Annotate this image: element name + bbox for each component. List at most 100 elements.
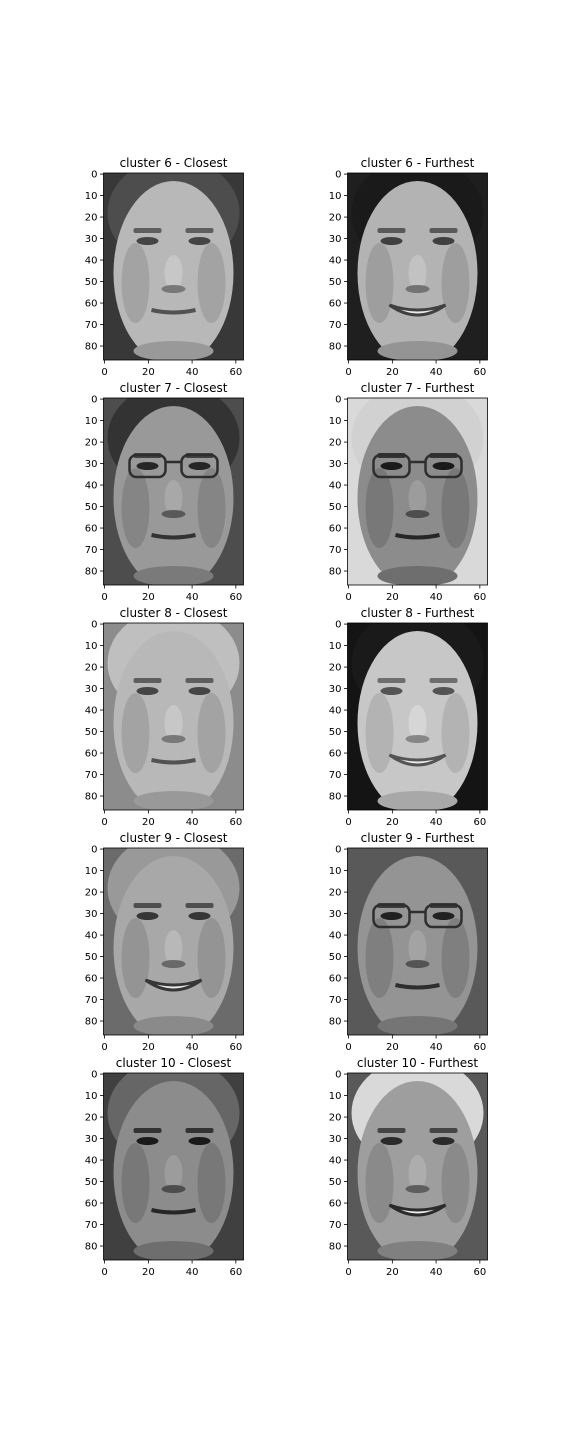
y-tick-label: 70 — [329, 320, 342, 331]
y-tick-label: 70 — [329, 995, 342, 1006]
x-tick-label: 20 — [386, 817, 399, 828]
glasses-lens — [424, 453, 463, 479]
chin-shade — [377, 566, 458, 585]
nose — [164, 480, 183, 516]
chin-shade — [133, 566, 214, 585]
x-tick-label: 0 — [101, 592, 107, 603]
y-tick-label: 20 — [329, 888, 342, 899]
face-image — [347, 848, 488, 1035]
axes-frame — [347, 622, 488, 811]
x-tick-label: 60 — [229, 1042, 242, 1053]
eye — [380, 237, 403, 245]
x-tick-label: 0 — [345, 1042, 351, 1053]
x-tick-label: 0 — [101, 1267, 107, 1278]
eyebrow — [429, 678, 458, 683]
eye — [432, 1137, 455, 1145]
subplot-title: cluster 6 - Closest — [120, 156, 228, 170]
y-tick-label: 80 — [329, 1242, 342, 1253]
y-tick-label: 70 — [329, 770, 342, 781]
nose — [164, 255, 183, 291]
x-tick-label: 20 — [142, 817, 155, 828]
y-tick-label: 40 — [329, 931, 342, 942]
glasses-lens — [372, 453, 411, 479]
mouth — [388, 303, 447, 317]
nostrils — [405, 1185, 430, 1193]
y-tick-label: 30 — [329, 459, 342, 470]
x-tick-label: 60 — [229, 367, 242, 378]
y-tick-label: 0 — [335, 845, 341, 856]
y-tick-label: 10 — [85, 191, 98, 202]
y-tick-label: 40 — [85, 931, 98, 942]
x-tick-label: 40 — [186, 817, 199, 828]
y-tick-label: 0 — [91, 395, 97, 406]
y-tick-label: 50 — [85, 1177, 98, 1188]
mouth — [388, 1203, 447, 1217]
y-tick-label: 0 — [335, 170, 341, 181]
chin-shade — [377, 1241, 458, 1260]
chin-shade — [133, 1241, 214, 1260]
y-tick-label: 20 — [329, 438, 342, 449]
y-tick-label: 30 — [329, 684, 342, 695]
y-tick-label: 20 — [85, 663, 98, 674]
y-tick-label: 80 — [329, 792, 342, 803]
eyebrow — [185, 678, 214, 683]
y-tick-label: 10 — [329, 866, 342, 877]
y-tick-label: 60 — [329, 524, 342, 535]
x-tick-label: 40 — [430, 592, 443, 603]
subplot-title: cluster 10 - Closest — [116, 1056, 232, 1070]
subplot-title: cluster 8 - Closest — [120, 606, 228, 620]
nostrils — [161, 960, 186, 968]
y-tick-label: 30 — [85, 684, 98, 695]
eye — [432, 687, 455, 695]
x-tick-label: 40 — [430, 1267, 443, 1278]
axes-frame — [103, 172, 244, 361]
y-tick-label: 30 — [329, 909, 342, 920]
nostrils — [161, 1185, 186, 1193]
y-tick-label: 20 — [85, 1113, 98, 1124]
cheek-shade — [441, 243, 470, 323]
y-tick-label: 10 — [85, 416, 98, 427]
eye — [188, 1137, 211, 1145]
eye — [432, 237, 455, 245]
y-tick-label: 10 — [329, 416, 342, 427]
y-tick-label: 60 — [85, 299, 98, 310]
mouth — [395, 533, 440, 540]
y-tick-label: 40 — [329, 256, 342, 267]
cheek-shade — [197, 1143, 226, 1223]
face-image — [103, 1073, 244, 1260]
mouth — [388, 753, 447, 767]
y-tick-label: 60 — [329, 749, 342, 760]
cheek-shade — [121, 918, 150, 998]
nose — [164, 705, 183, 741]
mouth — [395, 983, 440, 990]
y-tick-label: 40 — [85, 256, 98, 267]
y-tick-label: 60 — [329, 299, 342, 310]
eyebrow — [377, 1128, 406, 1133]
y-tick-label: 70 — [85, 995, 98, 1006]
eyebrow — [185, 1128, 214, 1133]
x-tick-label: 0 — [101, 1042, 107, 1053]
y-tick-label: 30 — [329, 1134, 342, 1145]
y-tick-label: 10 — [329, 191, 342, 202]
cheek-shade — [121, 468, 150, 548]
cheek-shade — [365, 243, 394, 323]
cheek-shade — [365, 918, 394, 998]
subplot-title: cluster 9 - Closest — [120, 831, 228, 845]
x-tick-label: 20 — [386, 1042, 399, 1053]
eyebrow — [377, 228, 406, 233]
eyebrow — [133, 1128, 162, 1133]
eye — [136, 462, 159, 470]
chin-shade — [377, 341, 458, 360]
nostrils — [161, 285, 186, 293]
nostrils — [161, 510, 186, 518]
y-tick-label: 80 — [85, 1017, 98, 1028]
subplot-panel: 0 20 40 60 0 10 20 30 40 50 60 70 80 cluster 10 - Fur… — [329, 1056, 488, 1278]
subplot-title: cluster 7 - Closest — [120, 381, 228, 395]
subplot-title: cluster 9 - Furthest — [361, 831, 475, 845]
axes-frame — [103, 622, 244, 811]
y-tick-label: 50 — [85, 727, 98, 738]
x-tick-label: 0 — [345, 367, 351, 378]
y-tick-label: 30 — [329, 234, 342, 245]
cheek-shade — [121, 693, 150, 773]
y-tick-label: 0 — [335, 395, 341, 406]
